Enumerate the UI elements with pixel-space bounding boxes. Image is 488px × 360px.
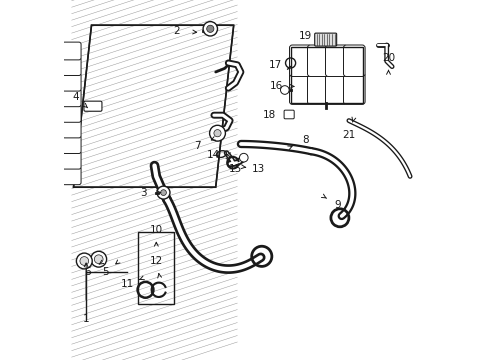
FancyBboxPatch shape bbox=[62, 73, 81, 91]
Circle shape bbox=[160, 190, 166, 195]
FancyBboxPatch shape bbox=[289, 45, 310, 77]
FancyBboxPatch shape bbox=[62, 58, 81, 76]
Text: 3: 3 bbox=[140, 188, 147, 198]
FancyBboxPatch shape bbox=[289, 73, 310, 104]
Text: 20: 20 bbox=[381, 53, 394, 63]
Bar bbox=[291, 47, 363, 103]
Circle shape bbox=[91, 251, 106, 267]
Text: 19: 19 bbox=[299, 31, 312, 41]
Circle shape bbox=[94, 255, 103, 264]
Polygon shape bbox=[73, 25, 233, 187]
FancyBboxPatch shape bbox=[62, 151, 81, 169]
FancyBboxPatch shape bbox=[314, 33, 336, 46]
Text: 15: 15 bbox=[228, 164, 242, 174]
Text: 18: 18 bbox=[263, 110, 276, 120]
Text: 11: 11 bbox=[121, 279, 134, 289]
Text: 6: 6 bbox=[84, 267, 91, 277]
FancyBboxPatch shape bbox=[325, 45, 346, 77]
FancyBboxPatch shape bbox=[62, 136, 81, 153]
FancyBboxPatch shape bbox=[62, 104, 81, 122]
Circle shape bbox=[213, 130, 221, 137]
Circle shape bbox=[239, 153, 247, 162]
Text: 1: 1 bbox=[82, 314, 89, 324]
Circle shape bbox=[209, 125, 225, 141]
Text: 4: 4 bbox=[72, 92, 79, 102]
Text: 7: 7 bbox=[194, 141, 201, 151]
Circle shape bbox=[157, 186, 170, 199]
Text: 12: 12 bbox=[149, 256, 163, 266]
FancyBboxPatch shape bbox=[325, 73, 346, 104]
Text: 8: 8 bbox=[302, 135, 308, 145]
FancyBboxPatch shape bbox=[343, 45, 365, 77]
FancyBboxPatch shape bbox=[62, 167, 81, 185]
Text: 2: 2 bbox=[172, 26, 179, 36]
Circle shape bbox=[80, 257, 88, 265]
Text: 21: 21 bbox=[342, 130, 355, 140]
Text: 14: 14 bbox=[207, 150, 220, 160]
Text: 17: 17 bbox=[268, 60, 281, 70]
Circle shape bbox=[76, 253, 92, 269]
Bar bbox=[138, 232, 174, 304]
FancyBboxPatch shape bbox=[307, 73, 328, 104]
Circle shape bbox=[280, 86, 288, 94]
FancyBboxPatch shape bbox=[62, 120, 81, 138]
FancyBboxPatch shape bbox=[284, 110, 294, 119]
Text: 13: 13 bbox=[252, 164, 265, 174]
Text: 10: 10 bbox=[149, 225, 163, 235]
Text: 16: 16 bbox=[270, 81, 283, 91]
FancyBboxPatch shape bbox=[62, 42, 81, 60]
FancyBboxPatch shape bbox=[62, 89, 81, 107]
Text: 9: 9 bbox=[334, 200, 341, 210]
Circle shape bbox=[203, 22, 217, 36]
Text: 5: 5 bbox=[102, 267, 109, 277]
FancyBboxPatch shape bbox=[84, 101, 102, 111]
FancyBboxPatch shape bbox=[307, 45, 328, 77]
Circle shape bbox=[206, 25, 213, 32]
FancyBboxPatch shape bbox=[343, 73, 365, 104]
